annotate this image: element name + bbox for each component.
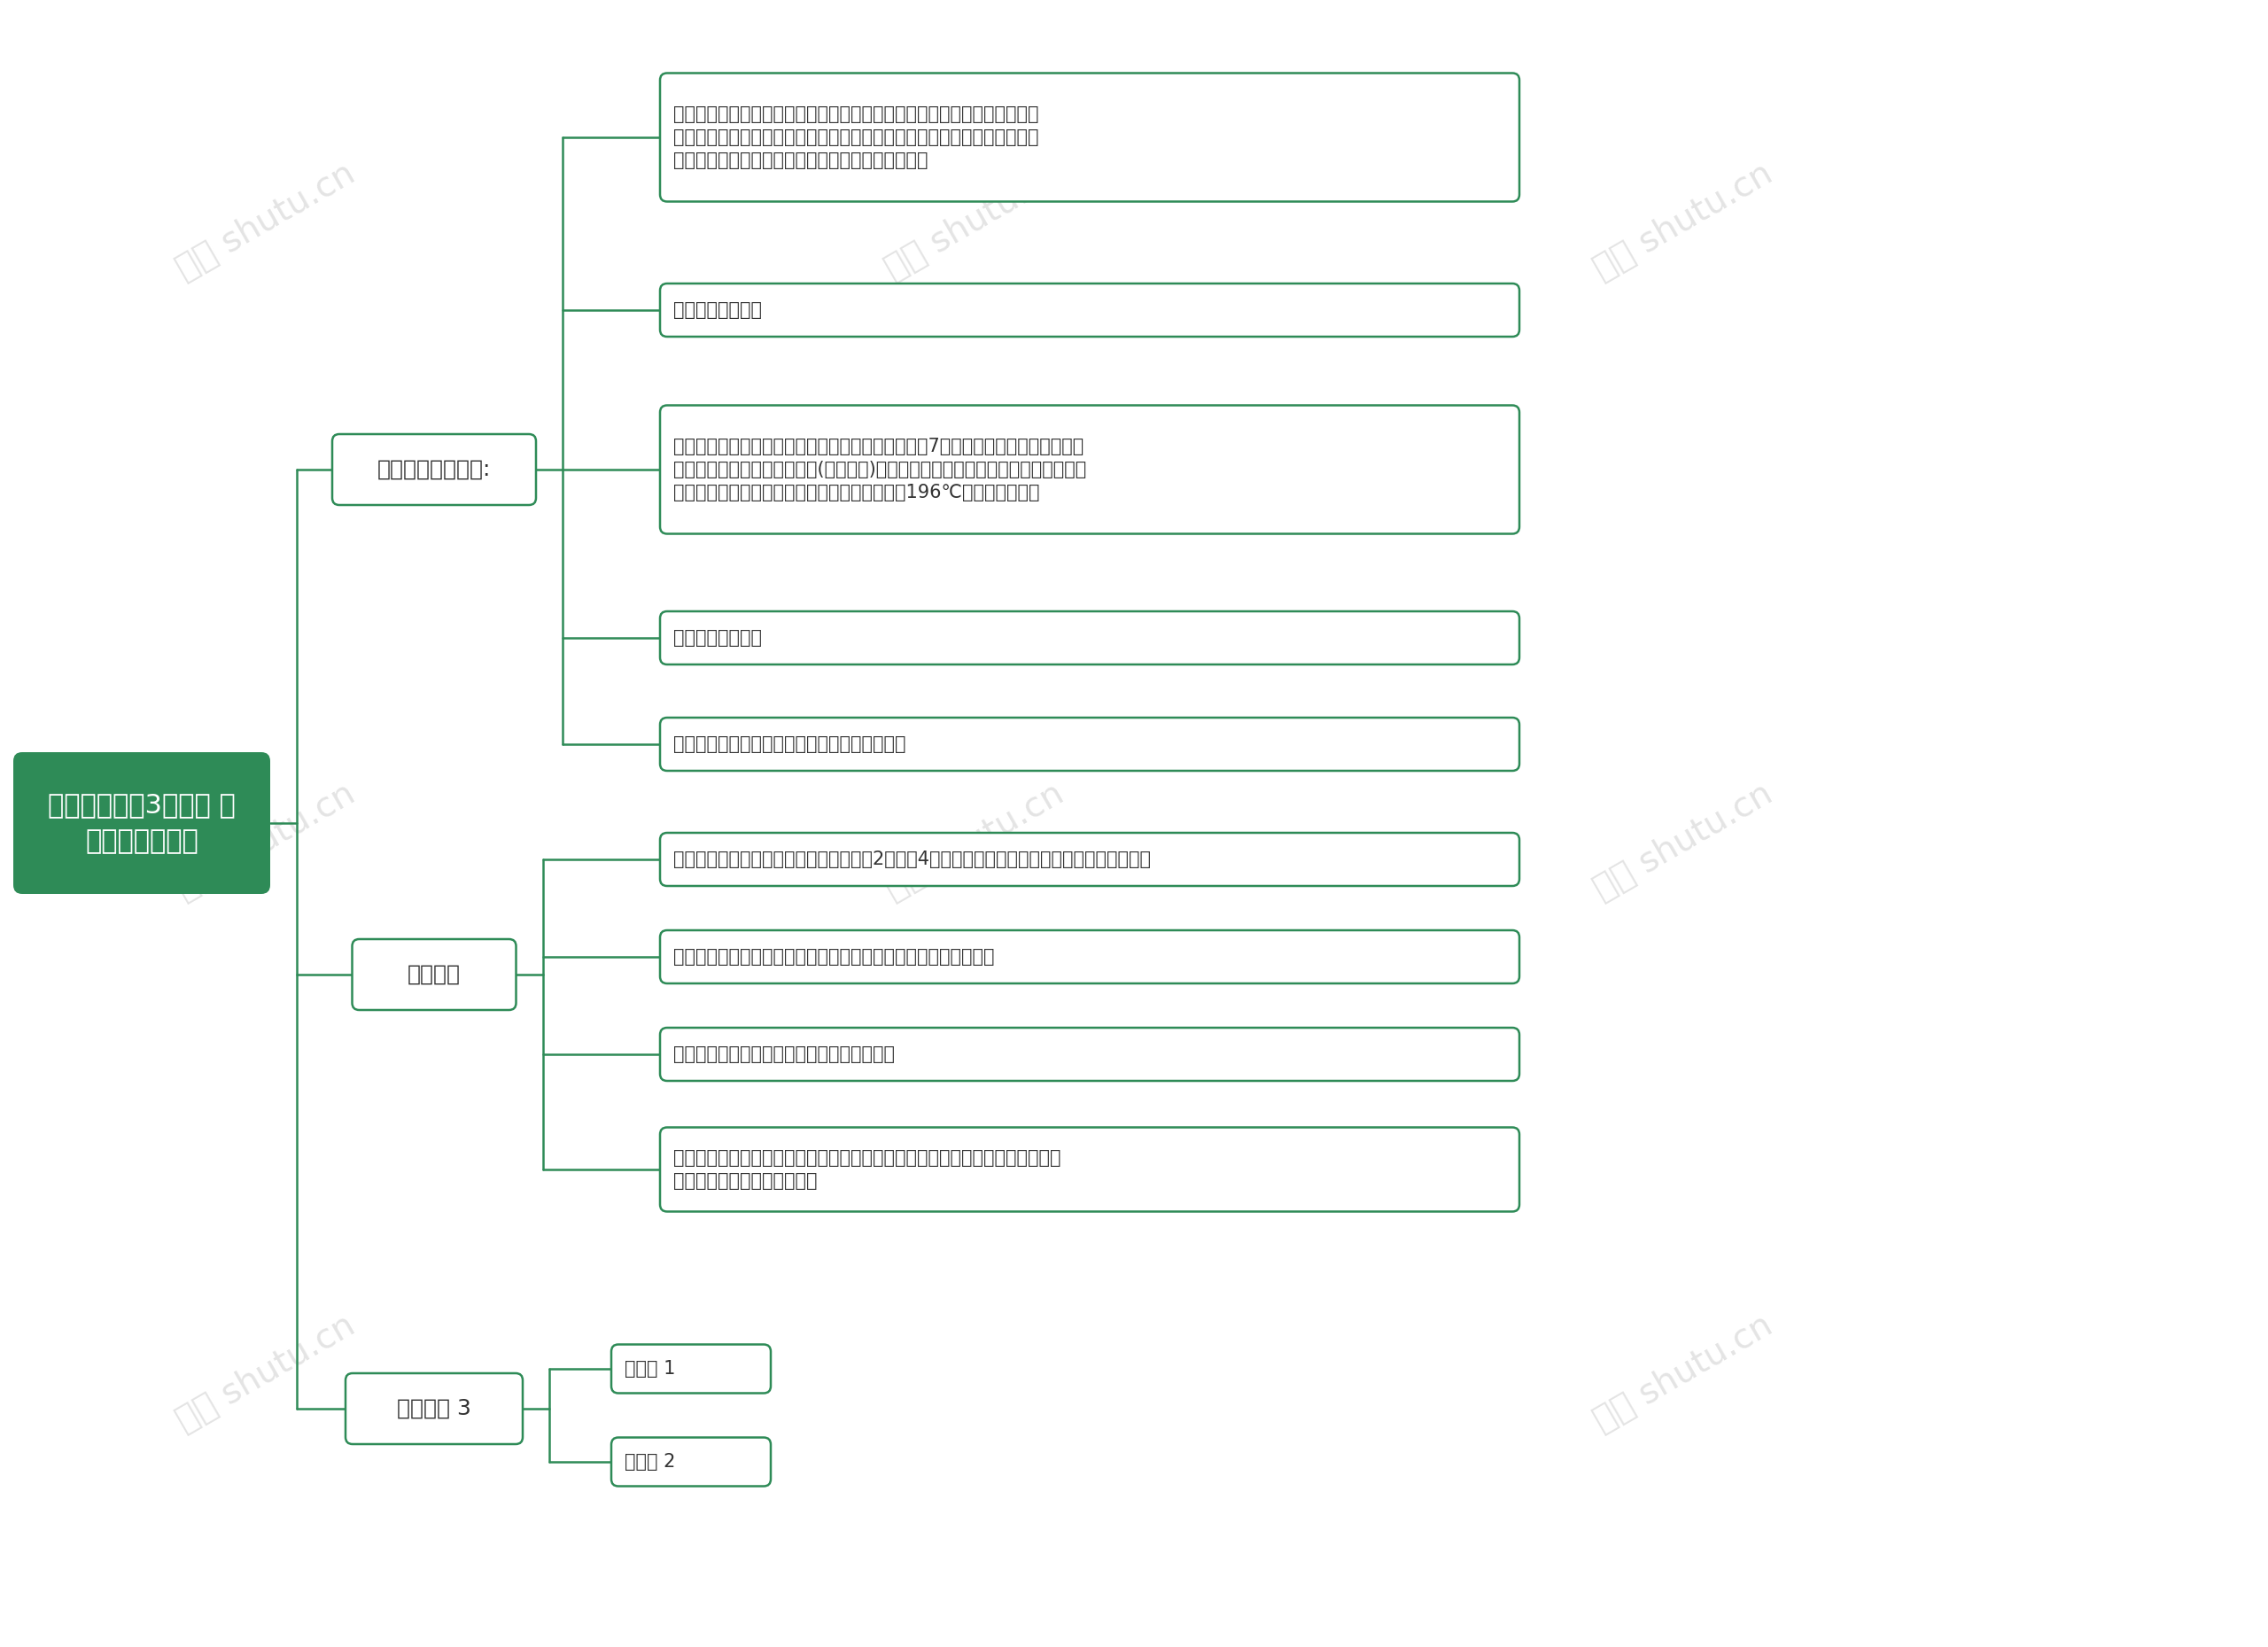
Text: 概念：是指采用机械方法将早期胚胎切割2等份、4等份等，经移植获得同卵双胎或多胎的技术。: 概念：是指采用机械方法将早期胚胎切割2等份、4等份等，经移植获得同卵双胎或多胎的… xyxy=(674,850,1150,868)
Text: 树图 shutu.cn: 树图 shutu.cn xyxy=(1588,156,1778,287)
Text: 树图 shutu.cn: 树图 shutu.cn xyxy=(1588,1309,1778,1438)
Text: 高中生物选修3知识点 胚
胎移植基本程序: 高中生物选修3知识点 胚 胎移植基本程序 xyxy=(48,792,236,853)
Text: 对供、受体的选择和处理。选择遗传特性和生产性能优秀的供体，有健康的
体质和正常繁殖能力的受体，供体和受体是同一物种。并用激素进行同期发
情处理，用促性腺激素对供: 对供、受体的选择和处理。选择遗传特性和生产性能优秀的供体，有健康的 体质和正常繁… xyxy=(674,105,1039,170)
Text: 树图 shutu.cn: 树图 shutu.cn xyxy=(170,777,361,906)
FancyBboxPatch shape xyxy=(660,718,1520,771)
Text: 子主题 1: 子主题 1 xyxy=(624,1360,676,1377)
FancyBboxPatch shape xyxy=(612,1438,771,1486)
FancyBboxPatch shape xyxy=(660,611,1520,664)
Text: 树图 shutu.cn: 树图 shutu.cn xyxy=(170,1309,361,1438)
Text: 子主题 2: 子主题 2 xyxy=(624,1453,676,1471)
FancyBboxPatch shape xyxy=(660,405,1520,534)
Text: 树图 shutu.cn: 树图 shutu.cn xyxy=(880,156,1070,287)
FancyBboxPatch shape xyxy=(345,1374,522,1444)
FancyBboxPatch shape xyxy=(660,283,1520,336)
Text: 树图 shutu.cn: 树图 shutu.cn xyxy=(170,156,361,287)
FancyBboxPatch shape xyxy=(331,435,535,506)
Text: 配种或人工授精。: 配种或人工授精。 xyxy=(674,301,762,320)
Text: 材料：发育良好，形态正常的桑椹胚或囊胚。: 材料：发育良好，形态正常的桑椹胚或囊胚。 xyxy=(674,1046,896,1064)
FancyBboxPatch shape xyxy=(660,833,1520,886)
FancyBboxPatch shape xyxy=(660,931,1520,983)
Text: 基本程序主要包括:: 基本程序主要包括: xyxy=(376,460,490,481)
FancyBboxPatch shape xyxy=(660,1028,1520,1080)
Text: 对胚胎的收集、检查、培养或保存。配种或输精后第7天，用特制的冲卵装置，把供
体母牛子宫内的胚胎冲洗出来(也叫冲卵)。对胚胎进行质量检查，此时的胚胎应发育
到桑椹: 对胚胎的收集、检查、培养或保存。配种或输精后第7天，用特制的冲卵装置，把供 体母… xyxy=(674,438,1086,502)
Text: 树图 shutu.cn: 树图 shutu.cn xyxy=(880,777,1070,906)
Text: 植后的检查。对受体母牛进行是否妊娠的检查。: 植后的检查。对受体母牛进行是否妊娠的检查。 xyxy=(674,735,905,753)
FancyBboxPatch shape xyxy=(352,939,517,1010)
Text: 树图 shutu.cn: 树图 shutu.cn xyxy=(1588,777,1778,906)
FancyBboxPatch shape xyxy=(14,753,270,894)
FancyBboxPatch shape xyxy=(612,1344,771,1393)
FancyBboxPatch shape xyxy=(660,72,1520,201)
FancyBboxPatch shape xyxy=(660,1128,1520,1212)
Text: 意义：来自同一胚胎的后代具有相同的遗传物质，属于无性繁殖。: 意义：来自同一胚胎的后代具有相同的遗传物质，属于无性繁殖。 xyxy=(674,949,993,965)
Text: 胚胎分割: 胚胎分割 xyxy=(408,963,460,985)
Text: 对胚胎进行移植。: 对胚胎进行移植。 xyxy=(674,629,762,647)
Text: 操作过程：对囊胚阶段的胚胎分割时，要将内细胞团均等分割，否则会影响分割
后胚胎的恢复和进一步发育。: 操作过程：对囊胚阶段的胚胎分割时，要将内细胞团均等分割，否则会影响分割 后胚胎的… xyxy=(674,1150,1061,1191)
Text: 分支主题 3: 分支主题 3 xyxy=(397,1398,472,1420)
